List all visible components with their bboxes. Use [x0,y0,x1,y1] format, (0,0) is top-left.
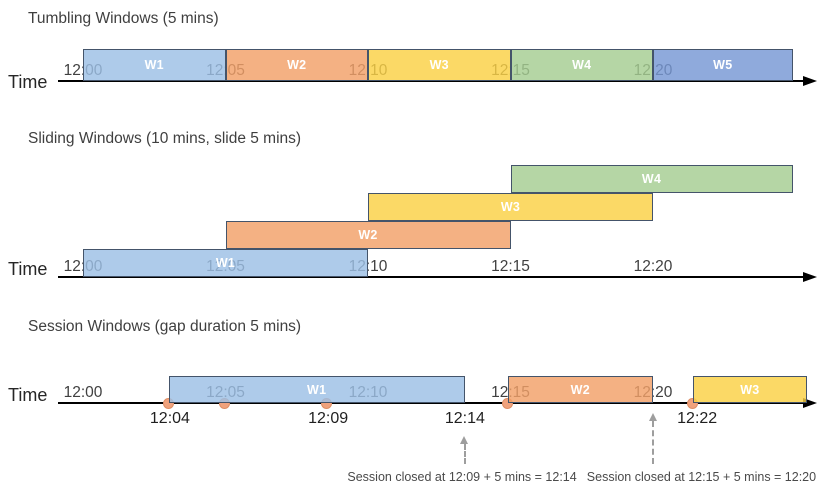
up-arrow-head-icon [648,413,657,421]
axis-tick-label: 12:00 [63,384,103,401]
time-axis-label: Time [8,259,48,279]
window-w3: W3 [368,193,653,221]
event-time-label: 12:14 [444,410,485,427]
window-label: W3 [500,200,521,214]
window-w2: W2 [507,376,653,403]
window-label: W1 [215,256,236,270]
event-time-label: 12:09 [308,410,349,427]
window-label: W2 [570,382,590,397]
window-label: W2 [358,228,378,242]
time-axis-line [58,402,803,404]
window-label: W1 [144,58,164,72]
window-w3: W3 [368,49,511,81]
window-w1: W1 [83,249,368,277]
window-w2: W2 [225,221,511,249]
session-closed-annotation: Session closed at 12:09 + 5 mins = 12:14 [347,470,577,484]
time-axis-label: Time [8,385,48,405]
event-time-label: 12:22 [677,410,718,427]
window-label: W1 [307,382,327,397]
window-w4: W4 [510,165,793,193]
window-w5: W5 [653,49,793,81]
up-arrow-head-icon [460,436,469,444]
window-w1: W1 [168,376,465,403]
event-time-label: 12:04 [149,410,190,427]
window-w3: W3 [692,376,807,403]
section-title: Tumbling Windows (5 mins) [28,10,219,27]
time-axis-line [58,80,803,82]
window-label: W4 [572,58,592,72]
section-title: Session Windows (gap duration 5 mins) [28,318,302,335]
window-w4: W4 [510,49,653,81]
window-label: W5 [713,58,733,72]
time-axis-line [58,276,803,278]
window-label: W3 [429,58,449,72]
up-arrow-dashed-line [652,421,654,464]
up-arrow-dashed-line [463,444,466,464]
axis-tick-label: 12:15 [491,258,530,275]
window-label: W2 [287,58,307,72]
session-closed-annotation: Session closed at 12:15 + 5 mins = 12:20 [586,470,817,484]
time-axis-label: Time [8,72,48,92]
time-axis-arrowhead-icon [803,75,817,86]
window-w1: W1 [83,49,226,81]
window-label: W3 [740,382,760,397]
window-w2: W2 [225,49,368,81]
axis-tick-label: 12:20 [633,258,673,275]
time-axis-arrowhead-icon [803,397,817,408]
time-axis-arrowhead-icon [803,271,817,282]
window-label: W4 [641,172,662,186]
section-title: Sliding Windows (10 mins, slide 5 mins) [28,130,302,147]
